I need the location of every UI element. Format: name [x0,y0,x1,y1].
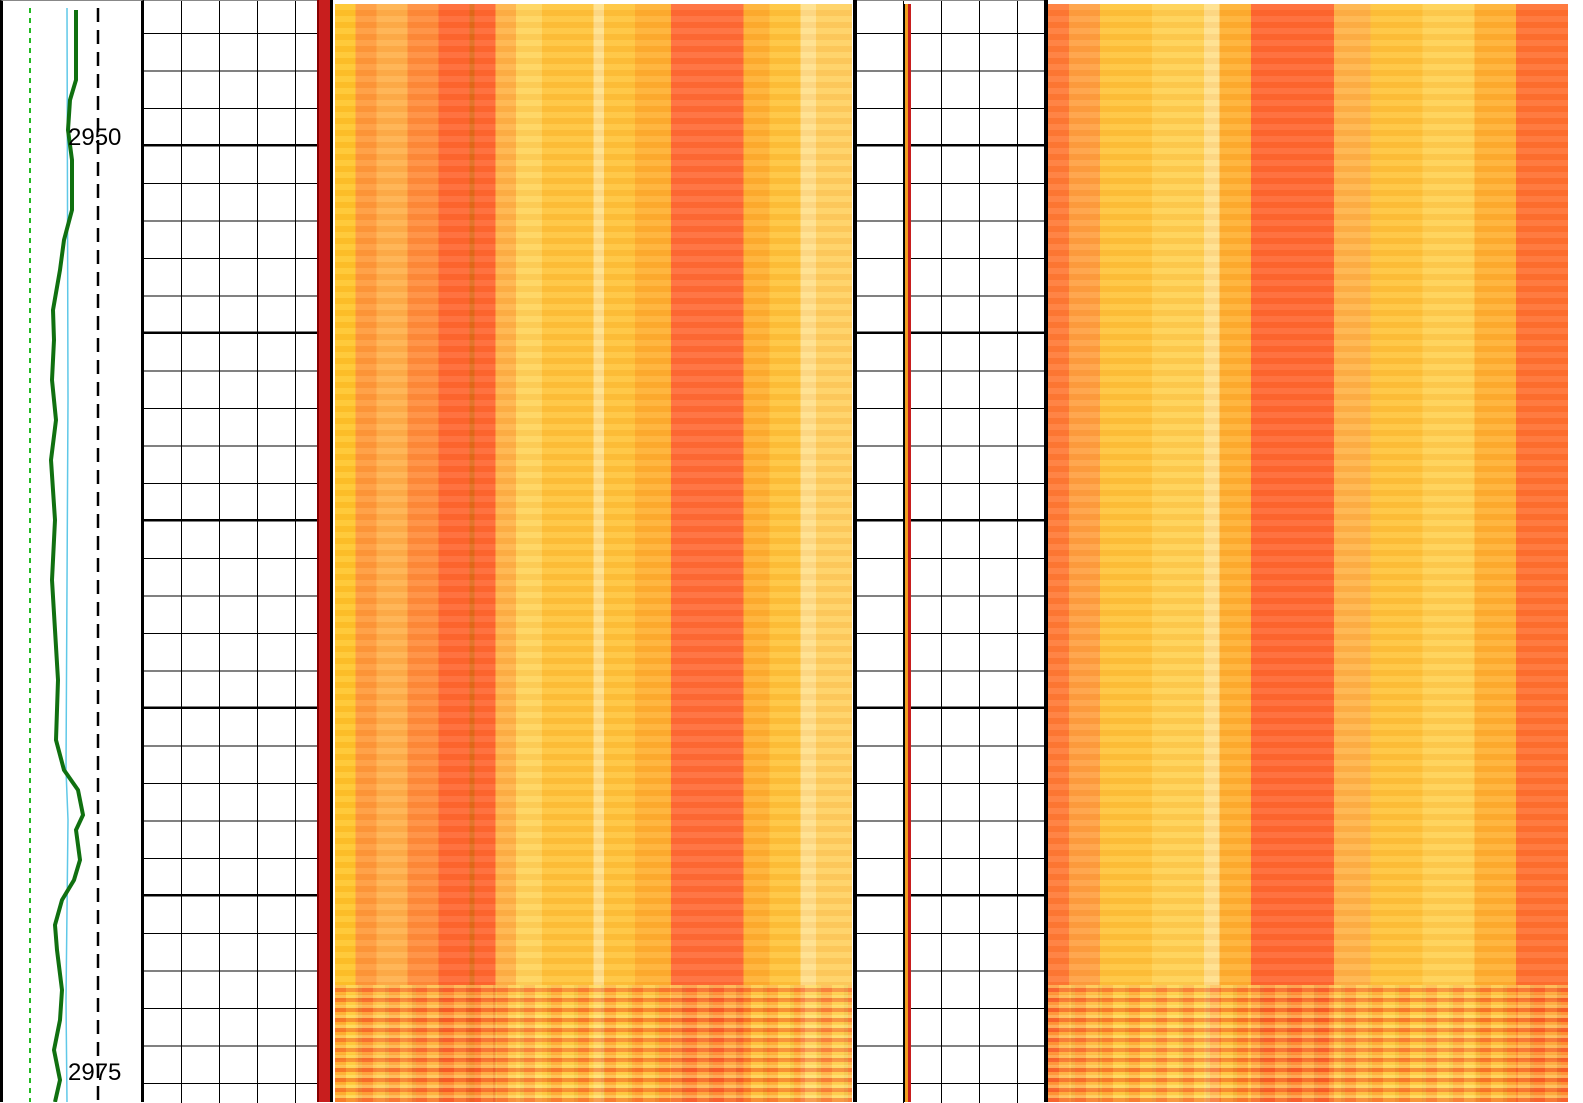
grid-track [144,0,318,1103]
divider [853,0,857,1102]
image-track [335,4,852,1102]
divider [330,0,333,1102]
divider [1044,0,1048,1102]
cyan-curve [65,7,69,1102]
image-noise [1048,985,1568,1102]
image-noise [335,985,852,1102]
green-curve [48,10,86,1102]
red-curve [903,4,911,1102]
image-track [1048,4,1568,1102]
grid-track [857,0,1045,1103]
depth-label: 2975 [68,1059,122,1086]
red-strip [317,0,331,1102]
curve-plot [29,7,100,1102]
depth-label: 2950 [68,124,122,151]
curve-track [0,0,144,1102]
